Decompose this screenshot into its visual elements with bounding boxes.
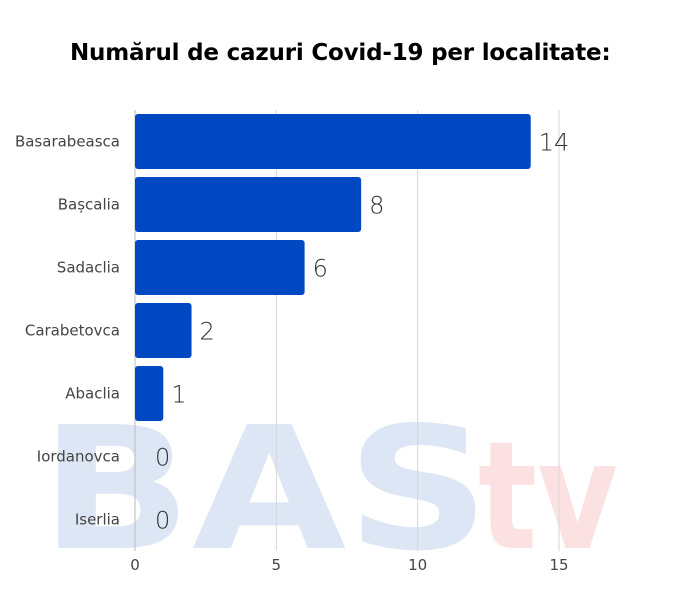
value-label: 1 bbox=[171, 381, 186, 409]
category-label: Iserlia bbox=[75, 511, 120, 529]
value-label: 2 bbox=[200, 318, 215, 346]
x-tick-label: 5 bbox=[272, 556, 282, 574]
x-tick-label: 15 bbox=[549, 556, 568, 574]
value-label: 8 bbox=[369, 192, 384, 220]
x-axis-ticks: 0 5 10 15 bbox=[130, 556, 568, 574]
value-label: 14 bbox=[539, 129, 570, 157]
bar bbox=[135, 240, 305, 295]
value-label: 0 bbox=[155, 444, 170, 472]
category-labels: Basarabeasca Bașcalia Sadaclia Carabetovca A… bbox=[15, 133, 120, 529]
value-label: 0 bbox=[155, 507, 170, 535]
bars bbox=[135, 114, 531, 421]
category-label: Abaclia bbox=[65, 385, 120, 403]
category-label: Basarabeasca bbox=[15, 133, 120, 151]
watermark-accent-text: tv bbox=[478, 410, 618, 584]
bar bbox=[135, 177, 362, 232]
value-labels: 14 8 6 2 1 0 0 bbox=[155, 129, 569, 535]
bar bbox=[135, 114, 531, 169]
category-label: Carabetovca bbox=[25, 322, 120, 340]
bar bbox=[135, 366, 164, 421]
chart-title: Numărul de cazuri Covid-19 per localitat… bbox=[70, 40, 611, 66]
category-label: Bașcalia bbox=[58, 196, 120, 214]
category-label: Iordanovca bbox=[37, 448, 120, 466]
value-label: 6 bbox=[313, 255, 328, 283]
category-label: Sadaclia bbox=[57, 259, 120, 277]
x-tick-label: 0 bbox=[130, 556, 140, 574]
watermark-logo: BAS tv bbox=[40, 391, 618, 589]
bar bbox=[135, 303, 192, 358]
watermark-main-text: BAS bbox=[40, 391, 490, 589]
x-tick-label: 10 bbox=[408, 556, 427, 574]
